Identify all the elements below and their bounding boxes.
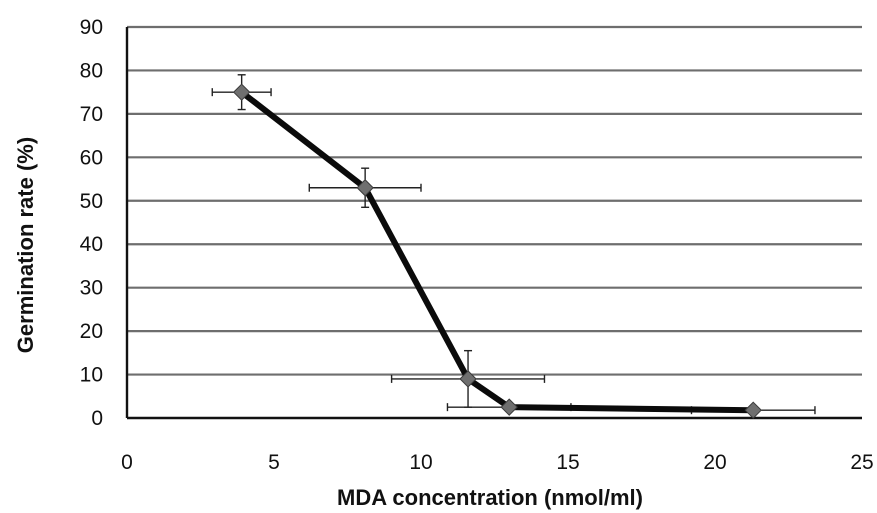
- data-point: [459, 370, 477, 388]
- y-tick-label: 80: [80, 59, 103, 82]
- series-line: [238, 89, 757, 414]
- y-tick-label: 50: [80, 190, 103, 213]
- x-tick-label: 10: [409, 451, 432, 474]
- x-tick-labels: 0 5 10 15 20 25: [121, 451, 874, 474]
- data-point: [500, 398, 518, 416]
- y-tick-labels: 0 10 20 30 40 50 60 70 80 90: [80, 16, 103, 430]
- axes: [125, 27, 862, 420]
- y-tick-label: 90: [80, 16, 103, 39]
- data-markers: [232, 83, 762, 419]
- y-tick-label: 20: [80, 320, 103, 343]
- x-tick-label: 25: [850, 451, 873, 474]
- y-tick-label: 30: [80, 277, 103, 300]
- x-tick-label: 5: [268, 451, 280, 474]
- data-point: [744, 401, 762, 419]
- y-tick-label: 0: [91, 407, 103, 430]
- data-point: [232, 83, 251, 101]
- x-tick-label: 15: [556, 451, 579, 474]
- y-tick-label: 10: [80, 364, 103, 387]
- y-tick-label: 70: [80, 103, 103, 126]
- x-tick-label: 20: [703, 451, 726, 474]
- series-line-path: [238, 89, 757, 414]
- gridlines: [127, 25, 862, 376]
- y-axis-title: Germination rate (%): [13, 137, 38, 353]
- x-axis-title: MDA concentration (nmol/ml): [337, 485, 643, 510]
- y-tick-label: 60: [80, 146, 103, 169]
- data-point: [356, 179, 374, 197]
- y-tick-label: 40: [80, 233, 103, 256]
- x-tick-label: 0: [121, 451, 133, 474]
